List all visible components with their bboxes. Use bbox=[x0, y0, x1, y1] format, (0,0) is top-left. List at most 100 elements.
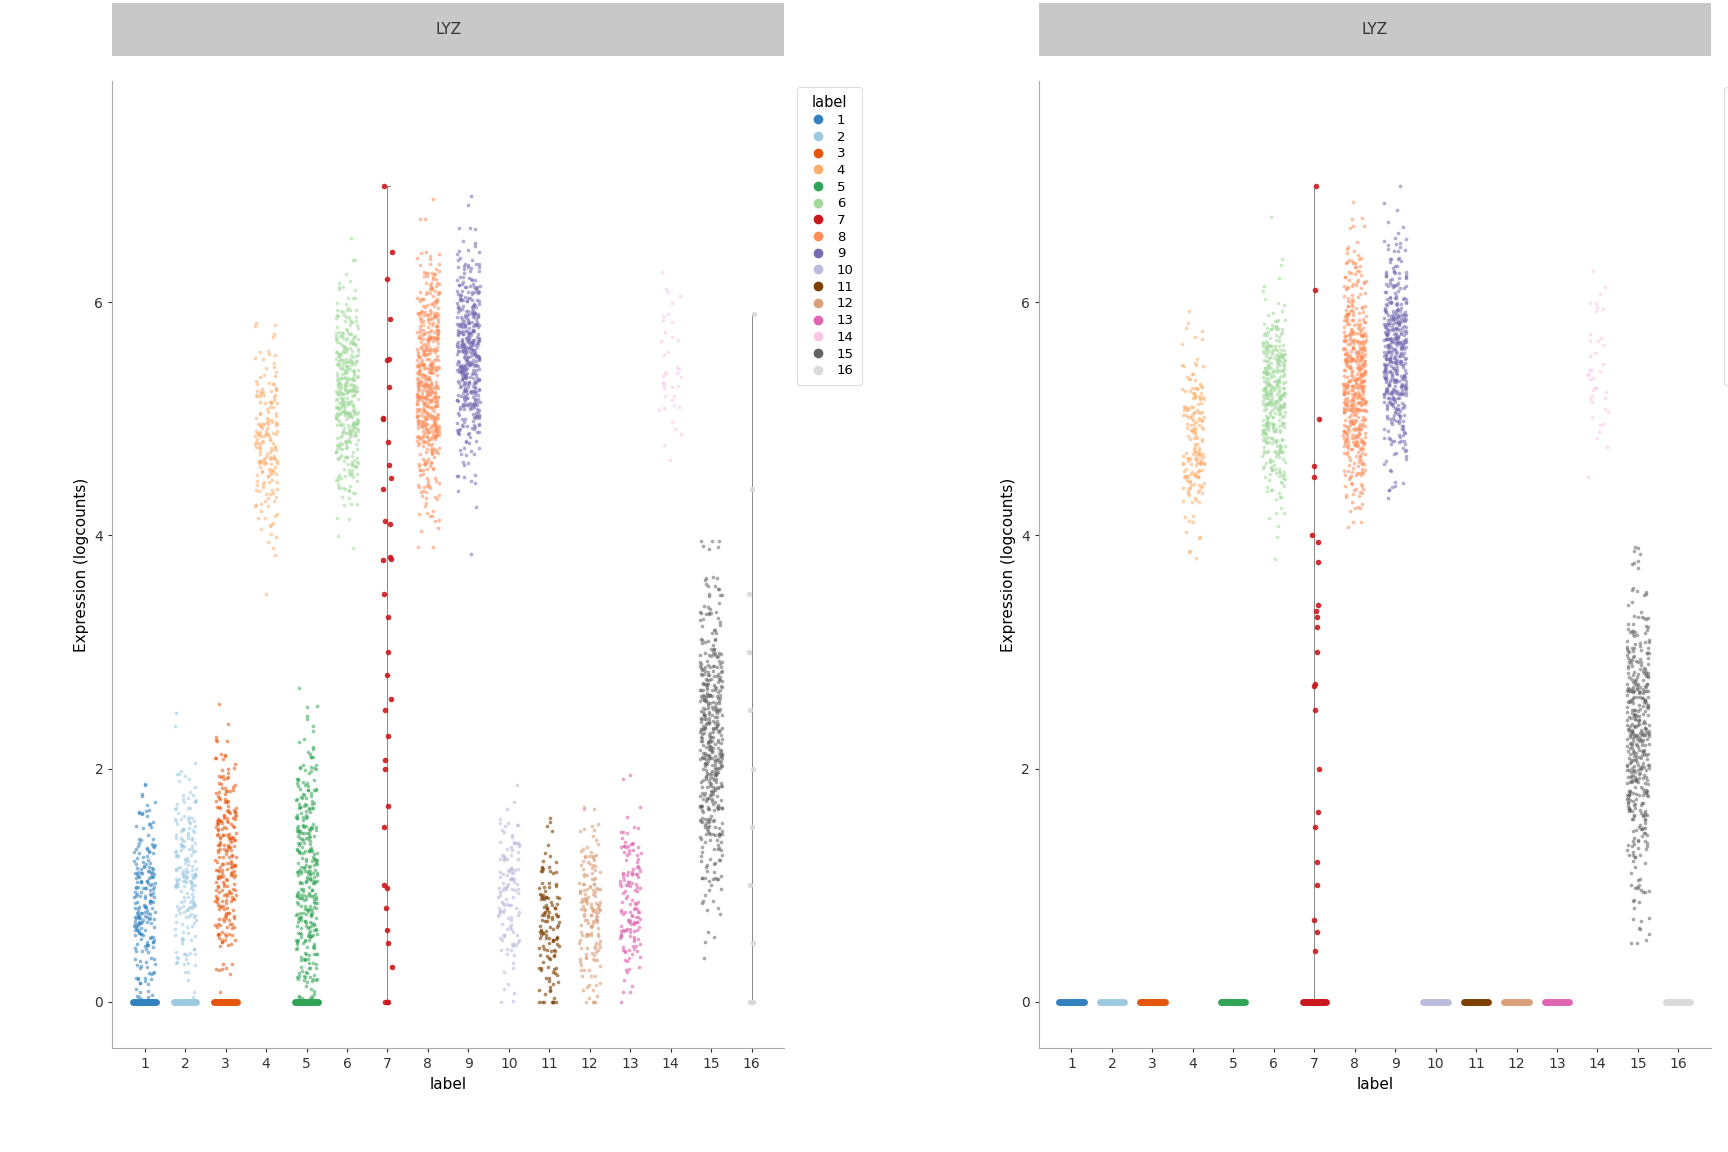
Point bbox=[1348, 378, 1375, 396]
Point bbox=[175, 855, 202, 873]
Point bbox=[1137, 993, 1165, 1011]
Point bbox=[1624, 773, 1652, 791]
Point bbox=[131, 775, 159, 794]
Point bbox=[498, 826, 525, 844]
Point bbox=[572, 927, 600, 946]
Point bbox=[1374, 321, 1401, 340]
Point bbox=[164, 858, 192, 877]
Point bbox=[209, 993, 237, 1011]
Point bbox=[1346, 326, 1374, 344]
Point bbox=[244, 415, 271, 433]
Point bbox=[622, 920, 650, 939]
Point bbox=[1064, 993, 1092, 1011]
Point bbox=[410, 263, 437, 281]
Point bbox=[410, 311, 437, 329]
Point bbox=[624, 930, 651, 948]
Point bbox=[1346, 424, 1374, 442]
Point bbox=[1260, 349, 1287, 367]
Point bbox=[505, 850, 532, 869]
Point bbox=[169, 930, 197, 948]
Point bbox=[1334, 309, 1362, 327]
Point bbox=[1631, 682, 1659, 700]
Point bbox=[529, 887, 556, 905]
Point bbox=[1332, 279, 1360, 297]
Point bbox=[544, 916, 572, 934]
Point bbox=[175, 993, 202, 1011]
Point bbox=[1253, 412, 1280, 431]
Point bbox=[532, 895, 560, 914]
Point bbox=[1393, 318, 1420, 336]
Point bbox=[1341, 374, 1369, 393]
Point bbox=[1172, 522, 1199, 540]
Point bbox=[259, 433, 287, 452]
Point bbox=[1630, 786, 1657, 804]
Point bbox=[525, 923, 553, 941]
Point bbox=[207, 892, 235, 910]
Point bbox=[175, 993, 202, 1011]
Point bbox=[458, 347, 486, 365]
Point bbox=[705, 691, 733, 710]
Point bbox=[330, 460, 358, 478]
Point bbox=[707, 748, 734, 766]
Point bbox=[1185, 461, 1213, 479]
Point bbox=[707, 791, 734, 810]
Point bbox=[1348, 475, 1375, 493]
Point bbox=[297, 917, 325, 935]
Point bbox=[285, 993, 313, 1011]
Point bbox=[131, 993, 159, 1011]
Point bbox=[693, 713, 721, 732]
Point bbox=[166, 993, 194, 1011]
Point bbox=[458, 400, 486, 418]
Point bbox=[707, 655, 734, 674]
Point bbox=[698, 791, 726, 810]
Point bbox=[619, 863, 646, 881]
Point bbox=[206, 828, 233, 847]
Point bbox=[1593, 402, 1621, 420]
Point bbox=[1182, 438, 1210, 456]
Point bbox=[410, 343, 437, 362]
Point bbox=[422, 308, 449, 326]
Point bbox=[219, 993, 247, 1011]
Point bbox=[423, 358, 451, 377]
Point bbox=[1343, 403, 1370, 422]
Point bbox=[169, 993, 197, 1011]
Point bbox=[461, 348, 489, 366]
Point bbox=[584, 907, 612, 925]
Point bbox=[691, 718, 719, 736]
Point bbox=[620, 915, 648, 933]
Point bbox=[696, 850, 724, 869]
Point bbox=[1668, 993, 1695, 1011]
Point bbox=[1374, 338, 1401, 356]
Point bbox=[299, 937, 327, 955]
Point bbox=[213, 993, 240, 1011]
Point bbox=[415, 344, 442, 363]
Point bbox=[140, 893, 168, 911]
Point bbox=[1251, 324, 1279, 342]
Point bbox=[543, 874, 570, 893]
Point bbox=[413, 370, 441, 388]
Point bbox=[171, 993, 199, 1011]
Point bbox=[415, 370, 442, 388]
Point bbox=[1331, 462, 1358, 480]
Point bbox=[1064, 993, 1092, 1011]
Point bbox=[252, 584, 280, 602]
Point bbox=[164, 870, 192, 888]
Point bbox=[403, 394, 430, 412]
Point bbox=[1331, 361, 1358, 379]
Point bbox=[703, 704, 731, 722]
Point bbox=[705, 738, 733, 757]
Point bbox=[686, 611, 714, 629]
Point bbox=[1458, 993, 1486, 1011]
Point bbox=[1331, 395, 1358, 414]
Point bbox=[254, 426, 282, 445]
Point bbox=[1255, 417, 1282, 435]
Point bbox=[453, 359, 480, 378]
Point bbox=[299, 926, 327, 945]
Point bbox=[1267, 441, 1294, 460]
Point bbox=[1621, 623, 1649, 642]
Point bbox=[1052, 993, 1080, 1011]
Point bbox=[708, 677, 736, 696]
Point bbox=[323, 342, 351, 361]
Point bbox=[171, 993, 199, 1011]
Point bbox=[420, 408, 448, 426]
